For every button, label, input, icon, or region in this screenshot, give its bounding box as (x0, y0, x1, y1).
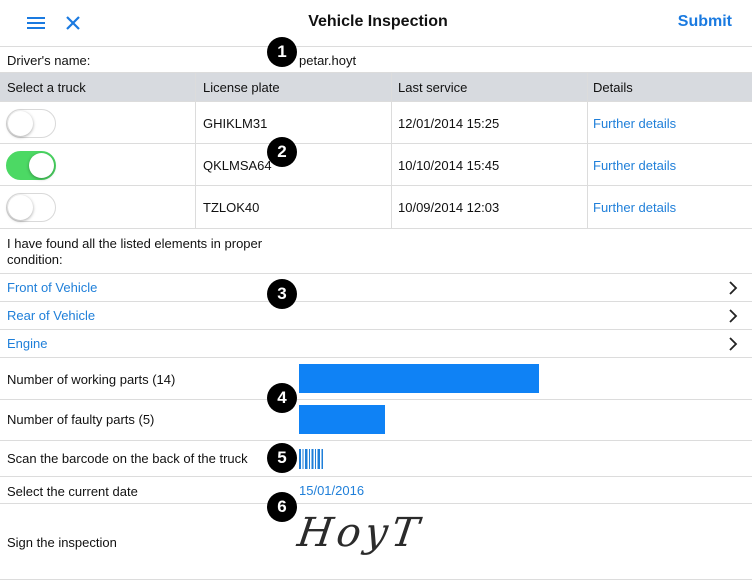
working-parts-label: Number of working parts (14) (7, 372, 176, 387)
working-parts-row: Number of working parts (14) (0, 358, 752, 400)
condition-statement-row: I have found all the listed elements in … (0, 229, 752, 274)
service-cell: 10/09/2014 12:03 (392, 186, 588, 228)
col-plate-header: License plate (196, 73, 392, 101)
col-details-header: Details (588, 73, 752, 101)
license-plate: QKLMSA64 (203, 158, 272, 173)
driver-name-row: Driver's name: petar.hoyt (0, 46, 752, 73)
further-details-link[interactable]: Further details (593, 116, 677, 131)
signature-text: HoyT (294, 510, 426, 556)
details-cell: Further details (588, 186, 752, 228)
select-cell (0, 186, 196, 228)
close-icon[interactable] (62, 12, 84, 34)
col-select-header: Select a truck (0, 73, 196, 101)
truck-grid-header: Select a truck License plate Last servic… (0, 73, 752, 102)
toggle-knob (8, 111, 33, 136)
truck-select-toggle[interactable] (6, 109, 56, 138)
signature-row: Sign the inspection HoyT (0, 504, 752, 580)
section-label[interactable]: Rear of Vehicle (7, 308, 96, 323)
select-cell (0, 144, 196, 185)
toggle-knob (8, 195, 33, 220)
barcode-icon[interactable] (299, 449, 323, 469)
plate-cell: TZLOK40 (196, 186, 392, 228)
service-cell: 12/01/2014 15:25 (392, 102, 588, 143)
last-service: 10/09/2014 12:03 (398, 200, 500, 215)
last-service: 10/10/2014 15:45 (398, 158, 500, 173)
hamburger-menu-icon[interactable] (25, 12, 47, 34)
further-details-link[interactable]: Further details (593, 158, 677, 173)
faulty-parts-label: Number of faulty parts (5) (7, 412, 155, 427)
truck-select-toggle[interactable] (6, 151, 56, 180)
select-cell (0, 102, 196, 143)
submit-button[interactable]: Submit (677, 13, 732, 30)
callout-badge-1: 1 (267, 37, 297, 67)
chevron-right-icon (729, 337, 738, 351)
callout-badge-2: 2 (267, 137, 297, 167)
service-cell: 10/10/2014 15:45 (392, 144, 588, 185)
further-details-link[interactable]: Further details (593, 200, 677, 215)
callout-badge-3: 3 (267, 279, 297, 309)
signature-pad[interactable]: HoyT (292, 506, 426, 576)
col-service-header: Last service (392, 73, 588, 101)
table-row: TZLOK40 10/09/2014 12:03 Further details (0, 186, 752, 229)
truck-select-toggle[interactable] (6, 193, 56, 222)
driver-name-label: Driver's name: (7, 53, 91, 68)
last-service: 12/01/2014 15:25 (398, 116, 500, 131)
details-cell: Further details (588, 102, 752, 143)
callout-badge-4: 4 (267, 383, 297, 413)
driver-name-field[interactable]: petar.hoyt (299, 53, 357, 68)
chevron-right-icon (729, 281, 738, 295)
plate-cell: QKLMSA64 (196, 144, 392, 185)
nav-header: Vehicle Inspection Submit (0, 0, 756, 46)
column-header: License plate (203, 80, 280, 95)
faulty-parts-row: Number of faulty parts (5) (0, 400, 752, 441)
details-cell: Further details (588, 144, 752, 185)
table-row: GHIKLM31 12/01/2014 15:25 Further detail… (0, 102, 752, 144)
working-parts-bar (299, 364, 539, 393)
condition-statement: I have found all the listed elements in … (7, 236, 263, 267)
barcode-scan-row: Scan the barcode on the back of the truc… (0, 441, 752, 477)
column-header: Last service (398, 80, 468, 95)
faulty-parts-bar (299, 405, 385, 434)
license-plate: TZLOK40 (203, 200, 260, 215)
plate-cell: GHIKLM31 (196, 102, 392, 143)
section-front-of-vehicle[interactable]: Front of Vehicle (0, 274, 752, 302)
chevron-right-icon (729, 309, 738, 323)
callout-badge-6: 6 (267, 492, 297, 522)
toggle-knob (29, 153, 54, 178)
table-row: QKLMSA64 10/10/2014 15:45 Further detail… (0, 144, 752, 186)
page-title: Vehicle Inspection (308, 13, 448, 30)
date-picker[interactable]: 15/01/2016 (299, 483, 365, 498)
signature-label: Sign the inspection (7, 535, 117, 550)
section-label[interactable]: Engine (7, 336, 48, 351)
section-engine[interactable]: Engine (0, 330, 752, 358)
barcode-scan-label: Scan the barcode on the back of the truc… (7, 451, 248, 466)
callout-badge-5: 5 (267, 443, 297, 473)
section-label[interactable]: Front of Vehicle (7, 280, 98, 295)
license-plate: GHIKLM31 (203, 116, 268, 131)
date-row: Select the current date 15/01/2016 (0, 477, 752, 504)
section-rear-of-vehicle[interactable]: Rear of Vehicle (0, 302, 752, 330)
date-label: Select the current date (7, 484, 138, 499)
column-header: Details (593, 80, 633, 95)
column-header: Select a truck (7, 80, 86, 95)
